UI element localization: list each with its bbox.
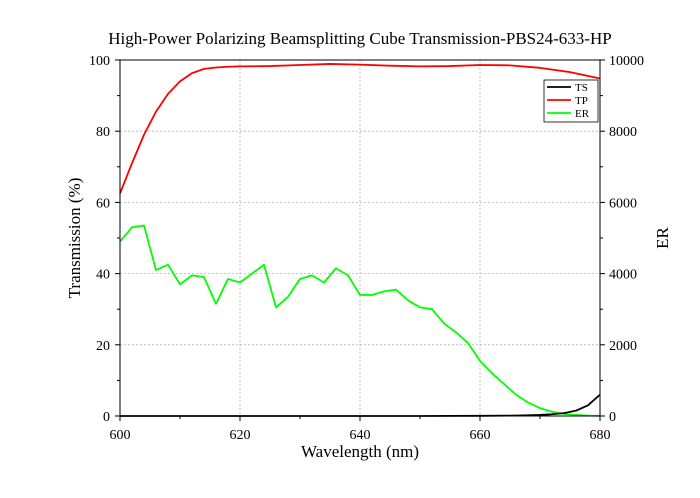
legend-label-ts: TS: [575, 82, 588, 94]
y2-tick-label: 4000: [609, 268, 637, 283]
x-tick-label: 600: [110, 428, 131, 443]
x-tick-label: 620: [230, 428, 251, 443]
chart-title: High-Power Polarizing Beamsplitting Cube…: [108, 29, 611, 48]
x-tick-label: 680: [590, 428, 611, 443]
y-tick-label: 20: [96, 339, 110, 354]
y2-axis-title: ER: [653, 226, 672, 248]
y-tick-label: 0: [103, 410, 110, 425]
x-tick-label: 640: [350, 428, 371, 443]
y-tick-label: 60: [96, 196, 110, 211]
legend-label-er: ER: [575, 108, 590, 120]
y2-tick-label: 0: [609, 410, 616, 425]
y-tick-label: 100: [89, 54, 110, 69]
series-line-tp: [119, 63, 601, 194]
y-tick-label: 80: [96, 125, 110, 140]
x-tick-label: 660: [470, 428, 491, 443]
y-tick-label: 40: [96, 268, 110, 283]
y2-tick-label: 2000: [609, 339, 637, 354]
series-line-er: [119, 224, 601, 417]
y2-tick-label: 10000: [609, 54, 644, 69]
x-axis-title: Wavelength (nm): [301, 442, 419, 461]
legend-label-tp: TP: [575, 95, 588, 107]
y2-tick-label: 6000: [609, 196, 637, 211]
axes: 600 620 640 660 680 0 20 40 60 80 100 0 2000 4000 6000…: [89, 54, 644, 443]
y2-tick-label: 8000: [609, 125, 637, 140]
y-axis-title: Transmission (%): [65, 178, 84, 299]
grid: [120, 60, 600, 416]
